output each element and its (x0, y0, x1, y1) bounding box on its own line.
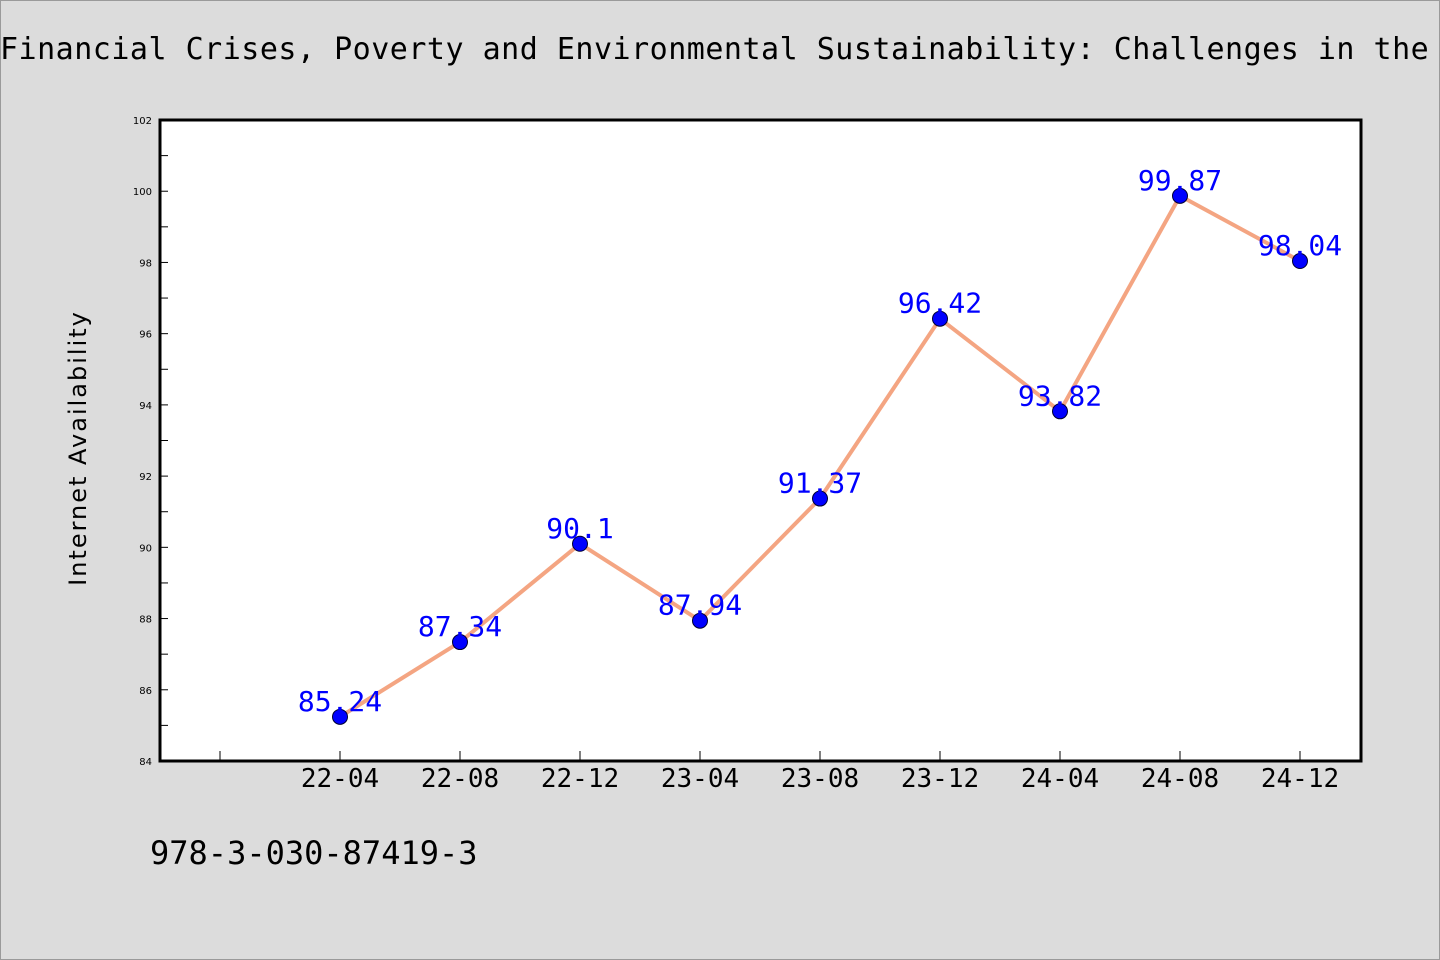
x-tick-label: 23-04 (661, 764, 739, 794)
plot-area (158, 118, 1363, 763)
y-tick-label: 94 (139, 401, 152, 412)
data-point (452, 634, 468, 651)
x-tick-label: 23-12 (901, 764, 979, 794)
x-tick-label: 22-04 (301, 764, 379, 794)
data-point (572, 535, 588, 552)
data-label: 99.87 (1138, 164, 1222, 197)
y-axis-label: Internet Availability (64, 310, 92, 586)
x-tick-label: 22-08 (421, 764, 499, 794)
data-label: 87.94 (658, 589, 742, 622)
y-tick-label: 100 (133, 187, 152, 198)
data-label: 87.34 (418, 610, 502, 643)
data-point (692, 612, 708, 629)
data-label: 91.37 (778, 467, 862, 500)
y-tick-label: 84 (139, 757, 152, 768)
x-tick-label: 22-12 (541, 764, 619, 794)
data-point (1052, 403, 1068, 420)
data-label: 96.42 (898, 287, 982, 320)
x-tick-label: 24-08 (1141, 764, 1219, 794)
data-point (332, 708, 348, 725)
y-tick-label: 98 (139, 258, 152, 269)
data-label: 90.1 (546, 512, 613, 545)
x-axis-ticks: 22-04 22-08 22-12 23-04 23-08 23-12 24-04 24-08… (219, 751, 1339, 794)
y-tick-label: 90 (139, 543, 152, 554)
chart-title: Financial Crises, Poverty and Environmen… (0, 32, 1440, 67)
y-axis-ticks: 84 86 88 90 92 94 96 98 100 102 (133, 116, 168, 768)
data-label: 85.24 (298, 685, 382, 718)
data-point (1292, 253, 1308, 270)
y-tick-label: 102 (133, 116, 152, 127)
data-label: 98.04 (1258, 229, 1342, 262)
data-label: 93.82 (1018, 379, 1102, 412)
y-tick-label: 86 (139, 686, 152, 697)
x-tick-label: 24-12 (1261, 764, 1339, 794)
isbn-text: 978-3-030-87419-3 (150, 834, 478, 872)
data-point (932, 310, 948, 327)
data-point (812, 490, 828, 507)
x-tick-label: 24-04 (1021, 764, 1099, 794)
y-tick-label: 88 (139, 615, 152, 626)
x-tick-label: 23-08 (781, 764, 859, 794)
y-tick-label: 96 (139, 330, 152, 341)
data-point (1172, 187, 1188, 204)
series-layer: 85.24 87.34 90.1 87.94 91.37 96.42 93.82 99.87 9… (298, 164, 1342, 725)
y-tick-label: 92 (139, 472, 152, 483)
